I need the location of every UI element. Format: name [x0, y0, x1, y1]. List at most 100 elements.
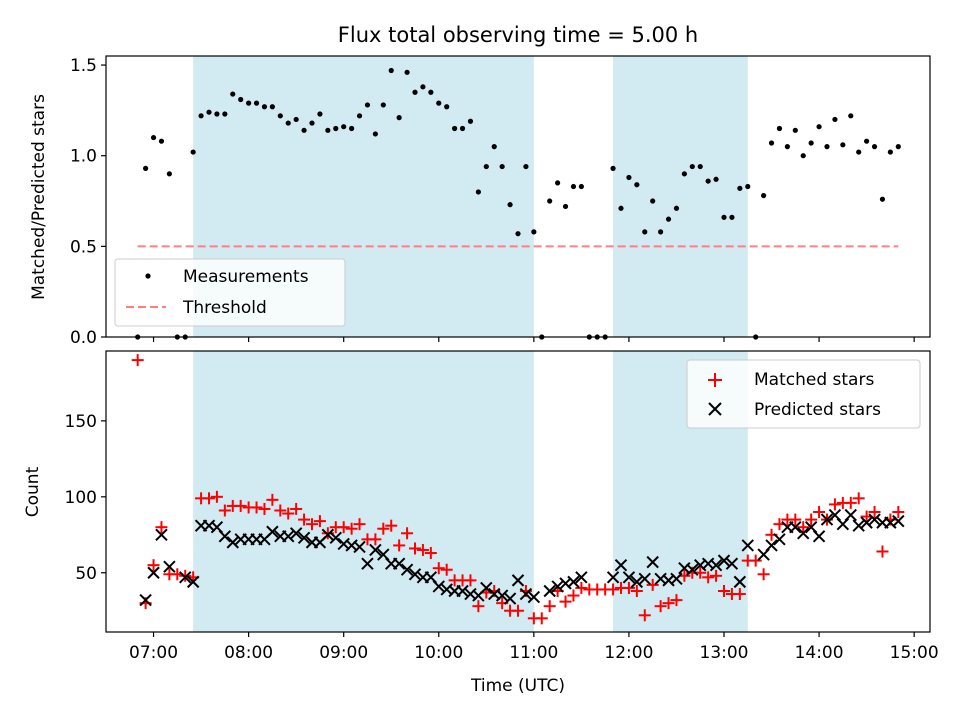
measurement-point: [848, 113, 854, 119]
matched-stars-point: [424, 547, 437, 560]
matched-stars-point: [218, 504, 231, 517]
matched-stars-point: [377, 522, 390, 535]
measurement-point: [887, 149, 893, 155]
measurement-point: [380, 102, 386, 108]
predicted-stars-point: [852, 519, 865, 532]
predicted-stars-point: [860, 516, 873, 529]
measurement-point: [404, 69, 410, 75]
measurement-point: [665, 216, 672, 222]
predicted-stars-point: [773, 533, 786, 546]
bottom-axis-ticks: 50 100 150 07:00 08:00 09:00 10:00 11:00 12:00 13…: [65, 412, 939, 663]
predicted-stars-point: [765, 539, 778, 552]
matched-stars-point: [844, 496, 857, 509]
measurement-point: [681, 171, 687, 177]
measurement-point: [745, 183, 751, 190]
measurement-point: [246, 100, 252, 106]
measurement-point: [713, 176, 719, 182]
matched-stars-point: [282, 507, 295, 520]
matched-stars-point: [401, 527, 414, 540]
measurement-point: [832, 116, 838, 123]
predicted-stars-point: [812, 530, 826, 543]
measurement-point: [634, 182, 640, 188]
predicted-stars-point: [543, 584, 556, 598]
matched-stars-point: [828, 498, 841, 511]
measurement-point: [436, 100, 442, 106]
bottom-y-axis-label: Count: [23, 466, 43, 517]
measurement-point: [618, 205, 624, 211]
measurement-point: [658, 229, 664, 235]
matched-stars-point: [313, 515, 326, 528]
predicted-stars-point: [511, 574, 525, 587]
predicted-stars-point: [717, 554, 731, 567]
y-tick-label: 150: [65, 412, 97, 432]
measurement-point: [277, 113, 283, 119]
top-legend-box: [114, 258, 346, 327]
predicted-stars-point: [369, 543, 382, 557]
measurement-point: [562, 203, 569, 210]
measurement-point: [491, 144, 497, 150]
y-tick-label: 50: [75, 564, 97, 584]
predicted-stars-point: [432, 580, 445, 593]
measurement-point: [768, 140, 775, 146]
legend-matched-label: Matched stars: [754, 370, 874, 390]
matched-stars-point: [258, 502, 271, 515]
predicted-stars-point: [622, 571, 636, 584]
measurement-point: [800, 153, 806, 159]
measurement-point: [325, 127, 331, 133]
measurement-point: [420, 84, 426, 90]
measurement-point: [269, 104, 275, 110]
matched-stars-point: [369, 533, 382, 546]
matched-stars-point: [805, 513, 818, 526]
measurement-point: [626, 174, 632, 181]
x-tick-label: 10:00: [414, 643, 463, 663]
matched-stars-point: [353, 518, 366, 531]
measurement-point: [515, 231, 521, 237]
matched-stars-point: [179, 569, 192, 582]
predicted-stars-point: [797, 527, 810, 540]
matched-stars-point: [670, 594, 683, 607]
predicted-stars-point: [179, 571, 192, 584]
measurement-point: [349, 125, 355, 132]
predicted-stars-point: [725, 557, 739, 570]
predicted-stars-point: [456, 584, 469, 598]
measurement-point: [642, 229, 648, 235]
matched-stars-point: [543, 600, 556, 613]
x-tick-label: 14:00: [795, 643, 844, 663]
bottom-shaded-intervals: [193, 351, 748, 632]
predicted-stars-point: [503, 592, 517, 605]
predicted-stars-point: [551, 580, 564, 593]
measurement-point: [523, 163, 529, 170]
matched-stars-point: [385, 519, 398, 532]
measurement-point: [214, 111, 220, 117]
predicted-stars-point: [361, 557, 374, 570]
measurement-point: [856, 149, 862, 155]
predicted-stars-point: [614, 558, 628, 572]
legend-matched-marker: [708, 373, 722, 387]
matched-stars-point: [852, 492, 865, 505]
y-tick-label: 1.0: [70, 147, 97, 167]
measurement-point: [879, 196, 886, 202]
matched-stars-point: [876, 545, 889, 558]
predicted-stars-point: [686, 563, 699, 576]
measurement-point: [729, 214, 735, 220]
measurement-point: [499, 163, 505, 170]
measurement-point: [578, 183, 584, 190]
measurement-point: [840, 142, 846, 148]
matched-stars-point: [234, 499, 247, 512]
top-panel: 0.0 0.5 1.0 1.5 Matched/Predicted stars Mea…: [29, 55, 931, 348]
predicted-stars-point: [892, 514, 905, 528]
predicted-stars-point: [226, 536, 239, 549]
matched-stars-point: [203, 492, 215, 505]
measurement-point: [452, 125, 458, 132]
matched-stars-point: [662, 597, 675, 610]
predicted-stars-point: [844, 508, 857, 522]
top-chart-title: Flux total observing time = 5.00 h: [338, 23, 698, 47]
x-tick-label: 13:00: [700, 643, 749, 663]
matched-stars-point: [147, 559, 160, 572]
measurement-point: [222, 111, 228, 117]
matched-stars-point: [155, 521, 168, 534]
predicted-stars-point: [733, 575, 747, 589]
x-tick-label: 15:00: [890, 643, 939, 663]
predicted-stars-point: [575, 571, 588, 584]
